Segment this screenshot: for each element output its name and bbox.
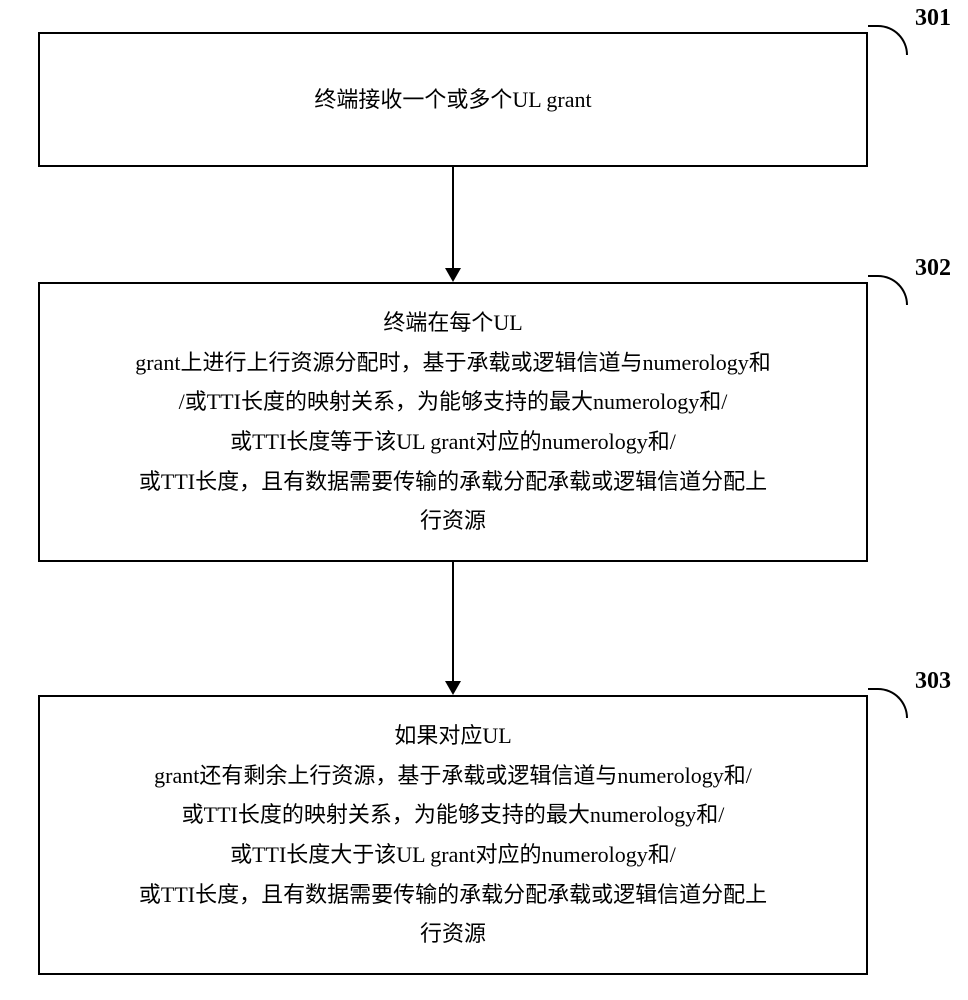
node-301-label-connector	[868, 25, 908, 55]
node-301-label: 301	[915, 5, 951, 32]
flowchart-node-302: 终端在每个ULgrant上进行上行资源分配时，基于承载或逻辑信道与numerol…	[38, 282, 868, 562]
node-302-text: 终端在每个ULgrant上进行上行资源分配时，基于承载或逻辑信道与numerol…	[135, 303, 771, 541]
node-303-label: 303	[915, 668, 951, 695]
arrow-302-to-303	[452, 562, 454, 682]
arrow-301-to-302	[452, 167, 454, 269]
flowchart-container: 终端接收一个或多个UL grant 301 终端在每个ULgrant上进行上行资…	[0, 0, 968, 1000]
node-302-label-connector	[868, 275, 908, 305]
arrow-head-302-to-303	[445, 681, 461, 695]
flowchart-node-303: 如果对应ULgrant还有剩余上行资源，基于承载或逻辑信道与numerology…	[38, 695, 868, 975]
node-301-text: 终端接收一个或多个UL grant	[314, 80, 591, 120]
node-303-text: 如果对应ULgrant还有剩余上行资源，基于承载或逻辑信道与numerology…	[139, 716, 767, 954]
arrow-head-301-to-302	[445, 268, 461, 282]
node-302-label: 302	[915, 255, 951, 282]
node-303-label-connector	[868, 688, 908, 718]
flowchart-node-301: 终端接收一个或多个UL grant	[38, 32, 868, 167]
